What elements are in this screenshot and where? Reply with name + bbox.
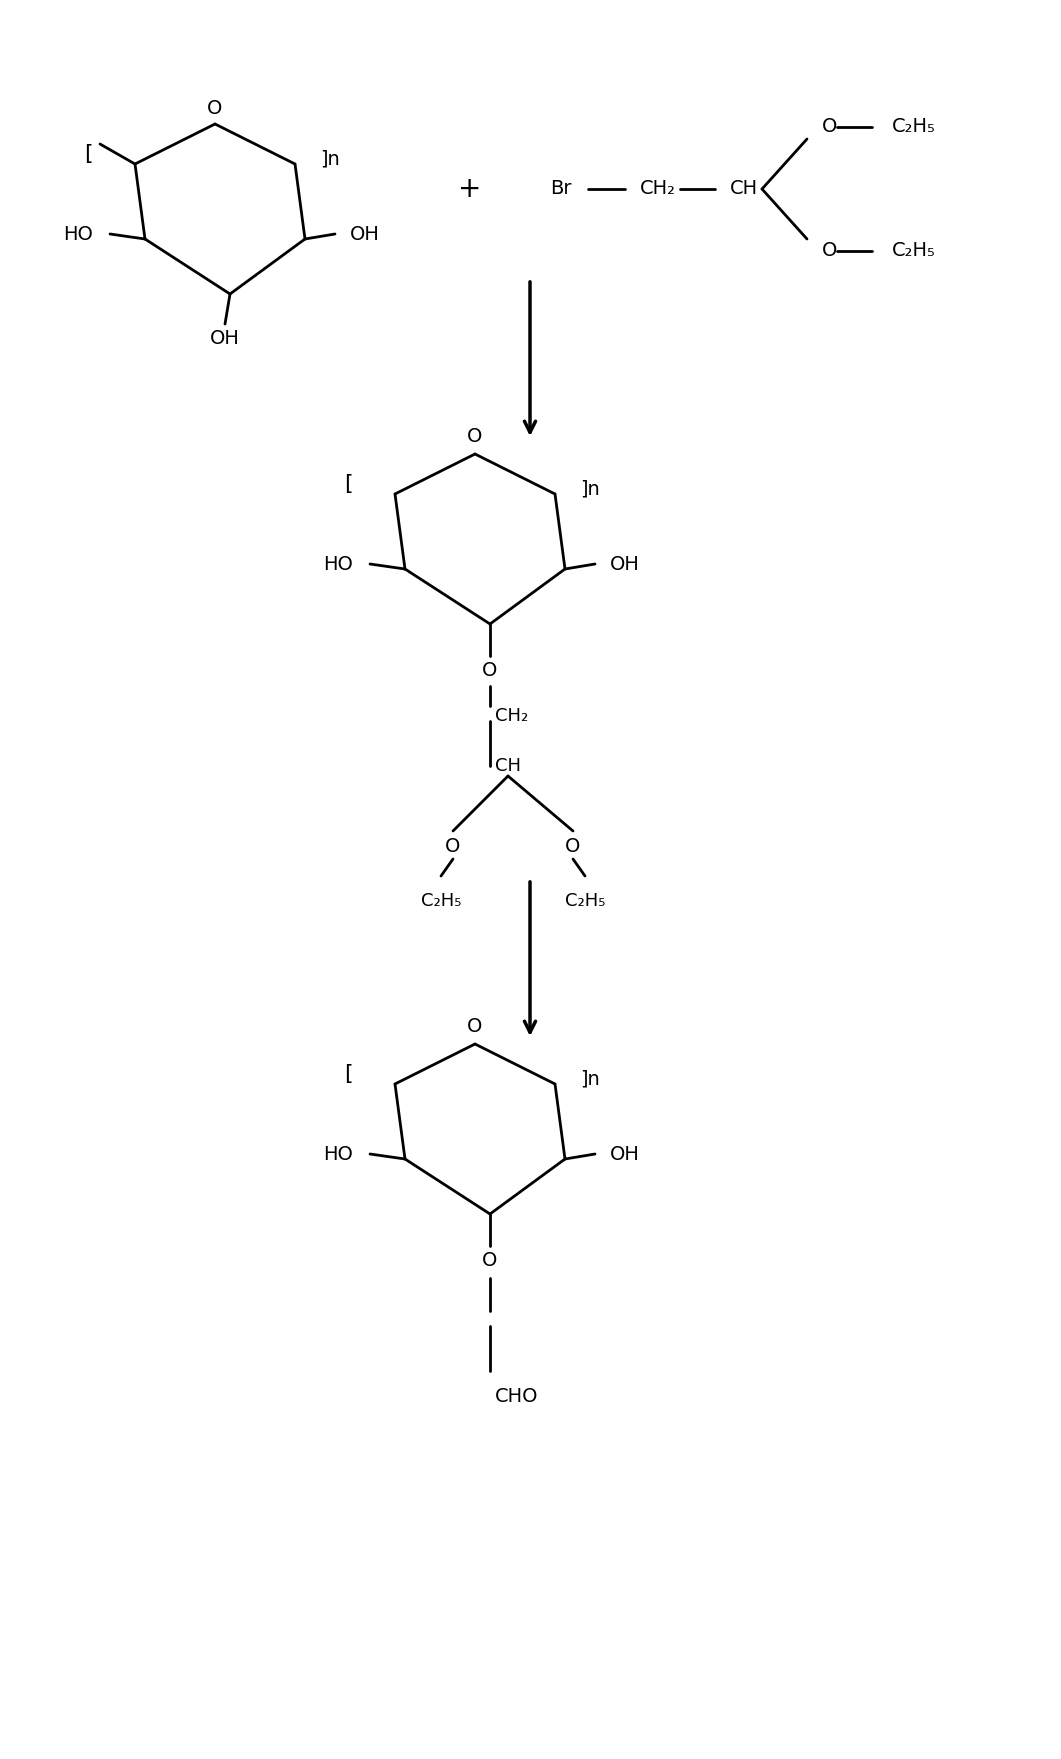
Text: OH: OH xyxy=(610,1145,640,1163)
Text: ]n: ]n xyxy=(320,150,340,169)
Text: O: O xyxy=(483,661,498,681)
Text: C₂H₅: C₂H₅ xyxy=(892,118,936,137)
Text: O: O xyxy=(467,1017,483,1036)
Text: CH: CH xyxy=(730,179,759,199)
Text: O: O xyxy=(207,100,223,118)
Text: CH₂: CH₂ xyxy=(495,707,528,725)
Text: O: O xyxy=(822,118,837,137)
Text: O: O xyxy=(446,837,460,855)
Text: ]n: ]n xyxy=(580,480,599,498)
Text: HO: HO xyxy=(324,554,353,573)
Text: CH₂: CH₂ xyxy=(640,179,676,199)
Text: O: O xyxy=(822,241,837,260)
Text: CH: CH xyxy=(495,756,521,776)
Text: CHO: CHO xyxy=(495,1386,539,1405)
Text: OH: OH xyxy=(610,554,640,573)
Text: O: O xyxy=(467,427,483,447)
Text: C₂H₅: C₂H₅ xyxy=(421,892,462,909)
Text: [: [ xyxy=(345,473,353,494)
Text: OH: OH xyxy=(350,225,380,243)
Text: [: [ xyxy=(345,1064,353,1084)
Text: C₂H₅: C₂H₅ xyxy=(892,241,936,260)
Text: [: [ xyxy=(85,144,93,164)
Text: OH: OH xyxy=(210,329,240,348)
Text: Br: Br xyxy=(550,179,572,199)
Text: C₂H₅: C₂H₅ xyxy=(564,892,605,909)
Text: O: O xyxy=(566,837,580,855)
Text: +: + xyxy=(458,174,482,202)
Text: ]n: ]n xyxy=(580,1069,599,1089)
Text: O: O xyxy=(483,1251,498,1270)
Text: HO: HO xyxy=(63,225,93,243)
Text: HO: HO xyxy=(324,1145,353,1163)
